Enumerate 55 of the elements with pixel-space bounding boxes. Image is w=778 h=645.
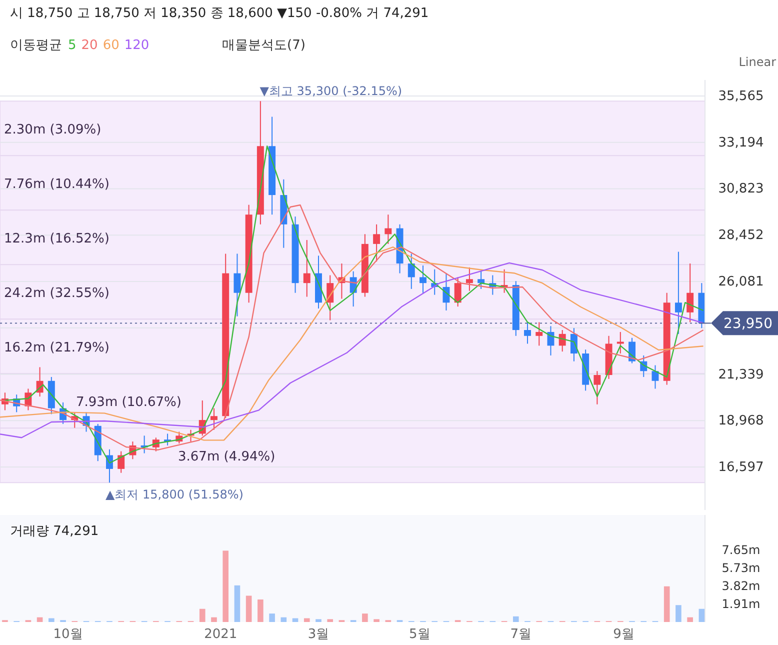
bar: [246, 596, 252, 622]
bar: [687, 617, 693, 622]
bar: [304, 618, 310, 622]
x-tick-label: 2021: [204, 627, 238, 642]
y-tick-label: 28,452: [718, 228, 764, 244]
y-tick-label: 33,194: [718, 135, 764, 150]
y-tick-label: 18,968: [718, 414, 764, 429]
y-tick-label: 1.91m: [722, 597, 760, 612]
bar: [374, 619, 380, 622]
annotation: ▼최고 35,300 (-32.15%): [260, 84, 402, 98]
chart-title: 시 18,750 고 18,750 저 18,350 종 18,600 ▼150 -0.80% 거 74,291: [10, 6, 429, 21]
bar: [48, 618, 54, 622]
band-label: 24.2m (32.55%): [4, 286, 110, 301]
y-tick-label: 21,339: [718, 367, 764, 382]
text: Linear: [738, 55, 776, 69]
bar: [211, 617, 217, 622]
band-label: 3.67m (4.94%): [178, 449, 276, 464]
x-tick-label: 3월: [308, 627, 330, 642]
y-tick-label: 35,565: [718, 88, 764, 104]
y-tick-label: 7.65m: [722, 543, 760, 558]
x-tick-label: 5월: [409, 627, 430, 642]
bar: [36, 617, 43, 622]
bar: [676, 605, 682, 622]
bar: [327, 619, 334, 622]
bar: [316, 619, 322, 622]
line-series: [0, 204, 704, 450]
bar: [222, 550, 229, 622]
legend: 이동평균 5 20 60 120: [10, 38, 150, 53]
bar: [269, 614, 275, 622]
y-tick-label: 30,823: [718, 182, 764, 197]
annotation: ▲최저 15,800 (51.58%): [105, 488, 244, 502]
x-tick-label: 7월: [510, 627, 532, 642]
band-label: 2.30m (3.09%): [4, 122, 102, 138]
band-label: 7.93m (10.67%): [76, 394, 182, 410]
band-label: 16.2m (21.79%): [4, 340, 110, 356]
bar: [698, 608, 705, 622]
text: 매물분석도(7): [222, 38, 306, 53]
bar: [258, 599, 264, 622]
bar: [292, 618, 298, 622]
band-label: 7.76m (10.44%): [4, 176, 110, 192]
bar: [199, 608, 206, 622]
bar: [512, 616, 519, 622]
y-tick-label: 26,081: [718, 274, 764, 290]
bar: [664, 586, 670, 622]
bar: [234, 585, 240, 622]
y-tick-label: 3.82m: [722, 579, 760, 594]
x-tick-label: 10월: [53, 627, 83, 642]
x-tick-label: 9월: [613, 627, 634, 642]
ref-line-label: 23,950: [724, 316, 772, 332]
bar: [362, 614, 368, 622]
text: 거래량 74,291: [10, 524, 99, 539]
y-tick-label: 16,597: [718, 460, 764, 476]
y-tick-label: 5.73m: [722, 561, 760, 576]
band-label: 12.3m (16.52%): [4, 231, 110, 246]
bar: [280, 617, 287, 622]
